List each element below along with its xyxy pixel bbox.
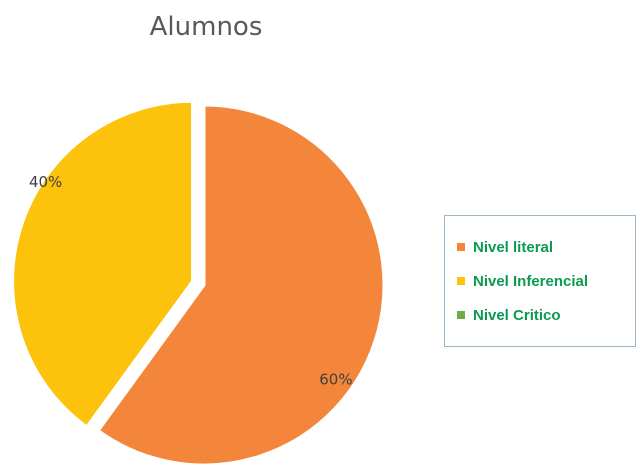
slice-literal xyxy=(96,103,386,464)
legend-swatch xyxy=(457,311,465,319)
legend-label: Nivel Critico xyxy=(473,306,561,324)
legend-swatch xyxy=(457,277,465,285)
legend-label: Nivel literal xyxy=(473,238,554,256)
pie-labels: 60% 40% xyxy=(29,173,353,389)
chart-legend: Nivel literal Nivel Inferencial Nivel Cr… xyxy=(444,215,636,347)
chart-title: Alumnos xyxy=(149,12,263,42)
slice-inferencial xyxy=(11,99,195,430)
legend-item-inferencial: Nivel Inferencial xyxy=(457,264,635,298)
data-label: 40% xyxy=(29,173,62,191)
pie-slices xyxy=(11,99,386,464)
data-label: 60% xyxy=(319,370,352,388)
legend-item-literal: Nivel literal xyxy=(457,230,635,264)
legend-swatch xyxy=(457,243,465,251)
legend-label: Nivel Inferencial xyxy=(473,272,589,290)
legend-item-critico: Nivel Critico xyxy=(457,298,635,332)
